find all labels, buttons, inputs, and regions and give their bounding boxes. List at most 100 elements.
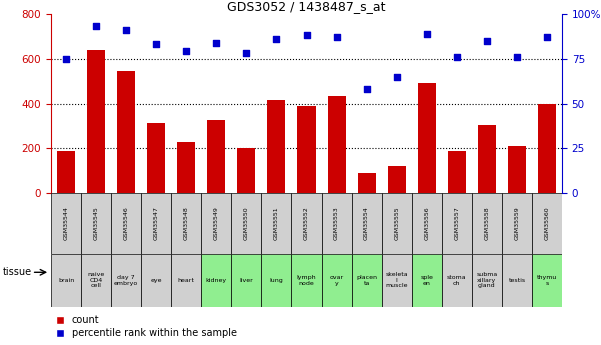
Point	[182, 49, 191, 54]
Text: GSM35545: GSM35545	[94, 207, 99, 240]
FancyBboxPatch shape	[81, 254, 111, 307]
Bar	[207, 120, 225, 193]
Text: GSM35556: GSM35556	[424, 207, 429, 240]
FancyBboxPatch shape	[261, 254, 291, 307]
FancyBboxPatch shape	[171, 193, 201, 254]
Point	[542, 34, 552, 40]
Bar	[478, 125, 496, 193]
FancyBboxPatch shape	[231, 193, 261, 254]
Text: GSM35546: GSM35546	[124, 207, 129, 240]
FancyBboxPatch shape	[231, 254, 261, 307]
FancyBboxPatch shape	[532, 193, 562, 254]
Text: GSM35551: GSM35551	[274, 207, 279, 240]
Bar	[538, 104, 556, 193]
Point	[392, 74, 401, 79]
Text: GSM35548: GSM35548	[184, 207, 189, 240]
Text: GSM35547: GSM35547	[154, 206, 159, 240]
FancyBboxPatch shape	[322, 254, 352, 307]
Text: thymu
s: thymu s	[537, 275, 557, 286]
Bar	[177, 141, 195, 193]
FancyBboxPatch shape	[352, 254, 382, 307]
Title: GDS3052 / 1438487_s_at: GDS3052 / 1438487_s_at	[227, 0, 386, 13]
Text: GSM35560: GSM35560	[545, 207, 549, 240]
Text: GSM35558: GSM35558	[484, 207, 489, 240]
FancyBboxPatch shape	[51, 193, 81, 254]
FancyBboxPatch shape	[382, 193, 412, 254]
Bar	[448, 150, 466, 193]
FancyBboxPatch shape	[502, 193, 532, 254]
Text: heart: heart	[178, 278, 195, 283]
Point	[61, 56, 71, 61]
Text: subma
xillary
gland: subma xillary gland	[476, 273, 498, 288]
Text: testis: testis	[508, 278, 525, 283]
Point	[362, 86, 371, 92]
Text: kidney: kidney	[206, 278, 227, 283]
Text: liver: liver	[240, 278, 253, 283]
Text: GSM35555: GSM35555	[394, 207, 399, 240]
Bar	[87, 50, 105, 193]
FancyBboxPatch shape	[532, 254, 562, 307]
FancyBboxPatch shape	[201, 254, 231, 307]
Point	[212, 40, 221, 45]
FancyBboxPatch shape	[141, 254, 171, 307]
FancyBboxPatch shape	[111, 193, 141, 254]
Point	[121, 27, 131, 33]
Text: GSM35554: GSM35554	[364, 207, 369, 240]
Point	[242, 50, 251, 56]
Text: day 7
embryо: day 7 embryо	[114, 275, 138, 286]
FancyBboxPatch shape	[322, 193, 352, 254]
FancyBboxPatch shape	[502, 254, 532, 307]
FancyBboxPatch shape	[141, 193, 171, 254]
FancyBboxPatch shape	[442, 193, 472, 254]
Text: sple
en: sple en	[420, 275, 433, 286]
Bar	[237, 148, 255, 193]
Text: lung: lung	[270, 278, 283, 283]
FancyBboxPatch shape	[472, 193, 502, 254]
Text: GSM35550: GSM35550	[244, 207, 249, 240]
Bar	[117, 71, 135, 193]
FancyBboxPatch shape	[171, 254, 201, 307]
Text: ovar
y: ovar y	[329, 275, 344, 286]
Point	[512, 54, 522, 60]
FancyBboxPatch shape	[111, 254, 141, 307]
Bar	[57, 150, 75, 193]
Text: stoma
ch: stoma ch	[447, 275, 466, 286]
Bar	[328, 96, 346, 193]
FancyBboxPatch shape	[412, 254, 442, 307]
Text: eye: eye	[150, 278, 162, 283]
Point	[272, 36, 281, 42]
Bar	[358, 173, 376, 193]
Point	[91, 23, 101, 29]
Text: tissue: tissue	[2, 267, 32, 277]
FancyBboxPatch shape	[382, 254, 412, 307]
FancyBboxPatch shape	[261, 193, 291, 254]
Point	[332, 34, 341, 40]
Text: skeleta
l
muscle: skeleta l muscle	[385, 273, 408, 288]
FancyBboxPatch shape	[352, 193, 382, 254]
Text: GSM35557: GSM35557	[454, 207, 459, 240]
Legend: count, percentile rank within the sample: count, percentile rank within the sample	[56, 315, 237, 338]
FancyBboxPatch shape	[412, 193, 442, 254]
Point	[452, 54, 462, 60]
FancyBboxPatch shape	[201, 193, 231, 254]
Text: GSM35553: GSM35553	[334, 207, 339, 240]
FancyBboxPatch shape	[291, 254, 322, 307]
Text: GSM35549: GSM35549	[214, 206, 219, 240]
Bar	[267, 100, 285, 193]
Text: lymph
node: lymph node	[297, 275, 316, 286]
Bar	[418, 83, 436, 193]
Point	[302, 32, 311, 38]
FancyBboxPatch shape	[472, 254, 502, 307]
FancyBboxPatch shape	[81, 193, 111, 254]
FancyBboxPatch shape	[291, 193, 322, 254]
Point	[151, 41, 161, 47]
Text: placen
ta: placen ta	[356, 275, 377, 286]
FancyBboxPatch shape	[51, 254, 81, 307]
Text: GSM35552: GSM35552	[304, 207, 309, 240]
Bar	[297, 106, 316, 193]
Text: GSM35544: GSM35544	[64, 206, 69, 240]
FancyBboxPatch shape	[442, 254, 472, 307]
Text: naive
CD4
cell: naive CD4 cell	[88, 273, 105, 288]
Bar	[147, 122, 165, 193]
Bar	[388, 166, 406, 193]
